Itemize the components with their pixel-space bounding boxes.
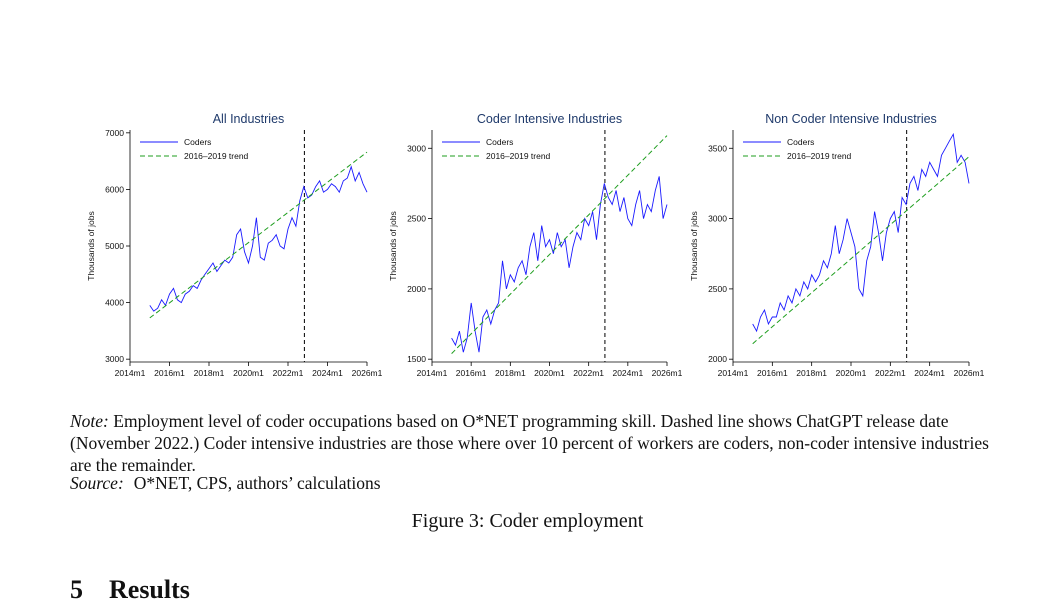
figure-note: Note: Employment level of coder occupati…	[70, 410, 990, 476]
y-axis-label: Thousands of jobs	[388, 211, 398, 280]
chart-title: Non Coder Intensive Industries	[765, 112, 937, 126]
y-tick-label: 2500	[708, 284, 727, 294]
y-tick-label: 3500	[708, 143, 727, 153]
x-tick-label: 2016m1	[154, 368, 185, 378]
chart-title: All Industries	[213, 112, 285, 126]
x-tick-label: 2020m1	[233, 368, 264, 378]
y-tick-label: 3000	[105, 354, 124, 364]
y-tick-label: 3000	[407, 143, 426, 153]
legend-label: Coders	[486, 137, 513, 147]
x-tick-label: 2016m1	[456, 368, 487, 378]
figure-charts: All Industries Thousands of jobs 3000 4000 5…	[86, 112, 985, 378]
coders-line	[752, 132, 970, 333]
chart-panel-3: Non Coder Intensive Industries Thousands …	[689, 112, 985, 378]
trend-line	[752, 156, 970, 345]
x-tick-label: 2022m1	[875, 368, 906, 378]
coders-line	[149, 165, 368, 312]
legend-label: Coders	[184, 137, 211, 147]
y-tick-label: 1500	[407, 354, 426, 364]
legend-label: 2016–2019 trend	[184, 151, 249, 161]
trend-line	[451, 135, 668, 354]
source-label: Source:	[70, 473, 124, 493]
chart-legend: Coders 2016–2019 trend	[743, 137, 852, 161]
y-axis-label: Thousands of jobs	[689, 211, 699, 280]
y-tick-label: 5000	[105, 241, 124, 251]
x-tick-label: 2018m1	[495, 368, 526, 378]
figure-caption: Figure 3: Coder employment	[411, 510, 644, 532]
chart-title: Coder Intensive Industries	[477, 112, 622, 126]
y-tick-label: 3000	[708, 214, 727, 224]
x-tick-label: 2022m1	[273, 368, 304, 378]
x-tick-label: 2024m1	[312, 368, 343, 378]
trend-line	[149, 151, 368, 319]
x-tick-label: 2020m1	[836, 368, 867, 378]
x-tick-label: 2026m1	[352, 368, 383, 378]
chart-panel-1: All Industries Thousands of jobs 3000 4000 5…	[86, 112, 383, 378]
legend-label: 2016–2019 trend	[787, 151, 852, 161]
y-tick-label: 7000	[105, 128, 124, 138]
x-tick-label: 2016m1	[757, 368, 788, 378]
chart-panel-2: Coder Intensive Industries Thousands of j…	[388, 112, 683, 378]
y-tick-label: 4000	[105, 298, 124, 308]
section-heading: 5 Results	[70, 575, 190, 605]
y-axis-label: Thousands of jobs	[86, 211, 96, 280]
chart-legend: Coders 2016–2019 trend	[442, 137, 551, 161]
x-tick-label: 2022m1	[573, 368, 604, 378]
y-tick-label: 2000	[708, 354, 727, 364]
note-text: Employment level of coder occupations ba…	[70, 411, 989, 475]
legend-label: 2016–2019 trend	[486, 151, 551, 161]
legend-label: Coders	[787, 137, 814, 147]
figure-source: Source: O*NET, CPS, authors’ calculations	[70, 472, 990, 494]
x-tick-label: 2014m1	[115, 368, 146, 378]
x-tick-label: 2018m1	[194, 368, 225, 378]
x-tick-label: 2024m1	[914, 368, 945, 378]
source-text: O*NET, CPS, authors’ calculations	[133, 473, 381, 493]
y-tick-label: 2000	[407, 284, 426, 294]
x-tick-label: 2014m1	[718, 368, 749, 378]
coders-line	[451, 176, 668, 353]
note-label: Note:	[70, 411, 109, 431]
chart-legend: Coders 2016–2019 trend	[140, 137, 249, 161]
x-tick-label: 2020m1	[534, 368, 565, 378]
y-tick-label: 6000	[105, 184, 124, 194]
y-tick-label: 2500	[407, 214, 426, 224]
x-tick-label: 2018m1	[796, 368, 827, 378]
x-tick-label: 2026m1	[652, 368, 683, 378]
x-tick-label: 2026m1	[954, 368, 985, 378]
x-tick-label: 2024m1	[612, 368, 643, 378]
x-tick-label: 2014m1	[417, 368, 448, 378]
